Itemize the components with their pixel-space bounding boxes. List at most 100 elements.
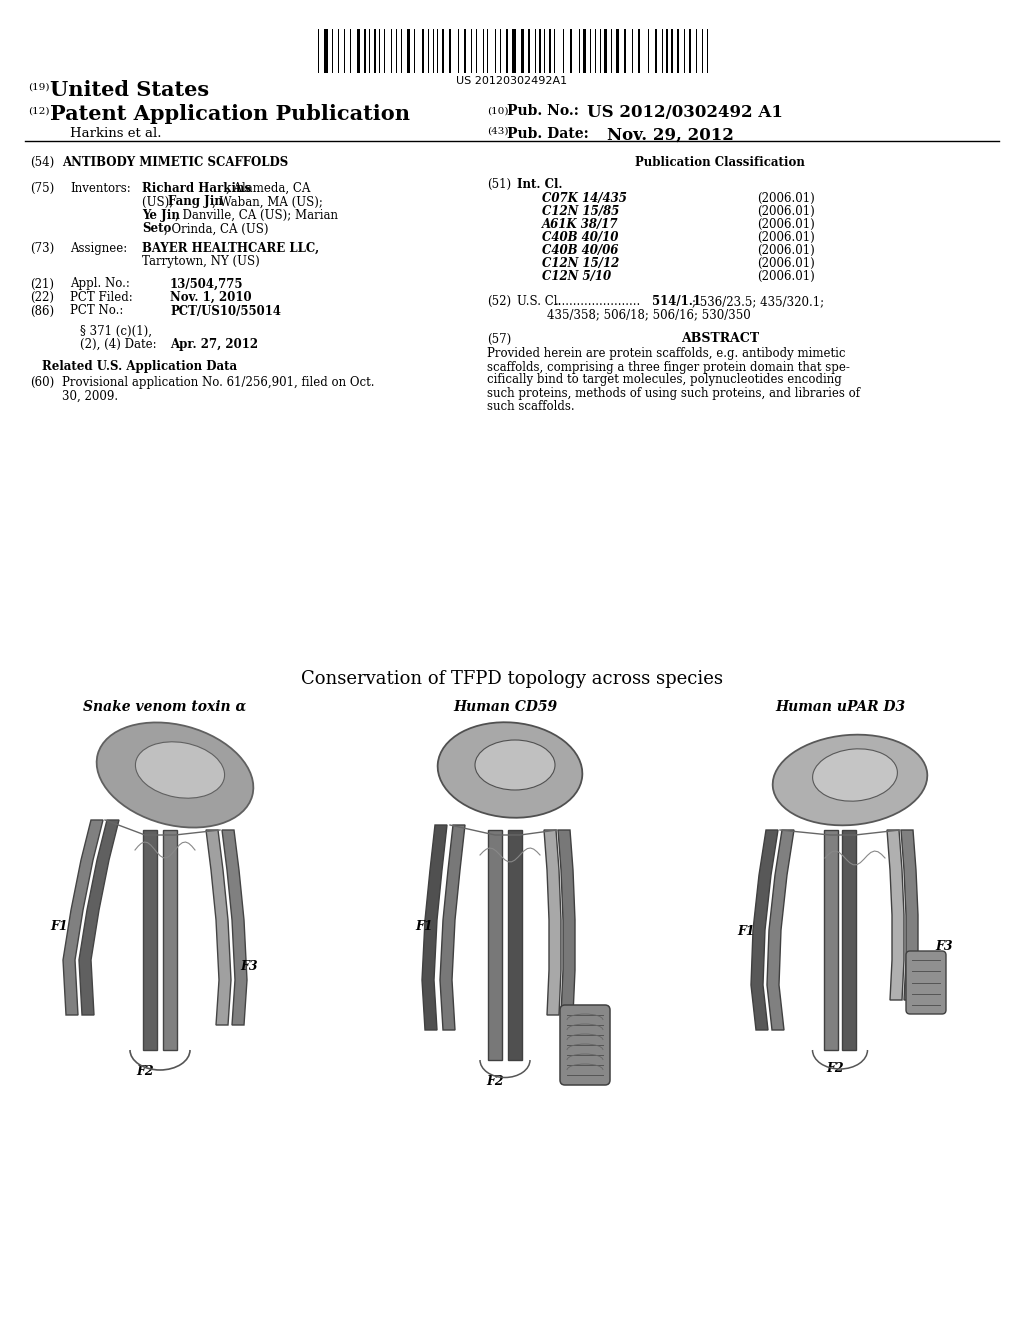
Text: Fang Jin: Fang Jin — [168, 195, 223, 209]
Bar — [422, 29, 424, 73]
Text: (10): (10) — [487, 107, 509, 116]
Text: Nov. 29, 2012: Nov. 29, 2012 — [607, 127, 734, 144]
Text: C12N 15/12: C12N 15/12 — [542, 257, 620, 271]
Text: (12): (12) — [28, 107, 49, 116]
Text: Tarrytown, NY (US): Tarrytown, NY (US) — [142, 256, 260, 268]
Ellipse shape — [475, 741, 555, 789]
Bar — [512, 29, 516, 73]
Bar — [442, 29, 444, 73]
Text: Ye Jin: Ye Jin — [142, 209, 180, 222]
FancyBboxPatch shape — [560, 1005, 610, 1085]
Polygon shape — [508, 830, 522, 1060]
Text: , Orinda, CA (US): , Orinda, CA (US) — [164, 223, 268, 235]
Text: ABSTRACT: ABSTRACT — [681, 333, 759, 346]
Text: Harkins et al.: Harkins et al. — [70, 127, 162, 140]
Text: (2006.01): (2006.01) — [757, 257, 815, 271]
Bar — [506, 29, 508, 73]
Text: Assignee:: Assignee: — [70, 242, 127, 255]
Text: F1: F1 — [415, 920, 432, 933]
Polygon shape — [222, 830, 247, 1026]
Polygon shape — [206, 830, 231, 1026]
Bar — [624, 29, 626, 73]
Text: Publication Classification: Publication Classification — [635, 156, 805, 169]
Text: PCT/US10/55014: PCT/US10/55014 — [170, 305, 281, 318]
Ellipse shape — [773, 735, 928, 825]
Text: Conservation of TFPD topology across species: Conservation of TFPD topology across spe… — [301, 671, 723, 688]
Text: (86): (86) — [30, 305, 54, 318]
Text: F3: F3 — [935, 940, 952, 953]
Polygon shape — [488, 830, 502, 1060]
Text: C07K 14/435: C07K 14/435 — [542, 191, 627, 205]
Polygon shape — [440, 825, 465, 1030]
Bar — [464, 29, 466, 73]
Text: such proteins, methods of using such proteins, and libraries of: such proteins, methods of using such pro… — [487, 387, 860, 400]
Bar — [638, 29, 640, 73]
Text: (2006.01): (2006.01) — [757, 271, 815, 282]
Bar — [357, 29, 360, 73]
Text: C12N 15/85: C12N 15/85 — [542, 205, 620, 218]
Text: (22): (22) — [30, 290, 54, 304]
Ellipse shape — [135, 742, 224, 799]
Text: , Danville, CA (US); Marian: , Danville, CA (US); Marian — [175, 209, 338, 222]
Text: cifically bind to target molecules, polynucleotides encoding: cifically bind to target molecules, poly… — [487, 374, 842, 387]
Bar — [677, 29, 679, 73]
Text: F2: F2 — [826, 1063, 844, 1074]
Polygon shape — [63, 820, 103, 1015]
Text: US 2012/0302492 A1: US 2012/0302492 A1 — [587, 104, 783, 121]
Text: (75): (75) — [30, 182, 54, 195]
Text: US 20120302492A1: US 20120302492A1 — [457, 77, 567, 86]
Polygon shape — [143, 830, 157, 1049]
Polygon shape — [887, 830, 904, 1001]
Bar — [528, 29, 530, 73]
Bar — [539, 29, 541, 73]
Bar — [583, 29, 586, 73]
Polygon shape — [824, 830, 838, 1049]
Bar — [616, 29, 618, 73]
Text: scaffolds, comprising a three finger protein domain that spe-: scaffolds, comprising a three finger pro… — [487, 360, 850, 374]
Text: F2: F2 — [486, 1074, 504, 1088]
Bar — [666, 29, 668, 73]
Polygon shape — [751, 830, 778, 1030]
Polygon shape — [544, 830, 561, 1015]
Bar — [521, 29, 524, 73]
Text: (2006.01): (2006.01) — [757, 244, 815, 257]
Polygon shape — [901, 830, 918, 1001]
Text: ; 536/23.5; 435/320.1;: ; 536/23.5; 435/320.1; — [692, 294, 824, 308]
Text: , Waban, MA (US);: , Waban, MA (US); — [212, 195, 323, 209]
Bar — [449, 29, 451, 73]
Bar — [364, 29, 366, 73]
Polygon shape — [558, 830, 575, 1015]
Text: Provisional application No. 61/256,901, filed on Oct.: Provisional application No. 61/256,901, … — [62, 376, 375, 389]
Text: Snake venom toxin α: Snake venom toxin α — [83, 700, 247, 714]
Text: (52): (52) — [487, 294, 511, 308]
Polygon shape — [767, 830, 794, 1030]
Text: .......................: ....................... — [555, 294, 641, 308]
Text: Inventors:: Inventors: — [70, 182, 131, 195]
Polygon shape — [163, 830, 177, 1049]
Text: Richard Harkins: Richard Harkins — [142, 182, 251, 195]
Text: BAYER HEALTHCARE LLC,: BAYER HEALTHCARE LLC, — [142, 242, 319, 255]
Text: PCT Filed:: PCT Filed: — [70, 290, 133, 304]
Bar — [671, 29, 673, 73]
Text: F1: F1 — [737, 925, 755, 939]
Text: F3: F3 — [567, 1071, 585, 1082]
Bar — [324, 29, 328, 73]
Polygon shape — [422, 825, 447, 1030]
Text: Human uPAR D3: Human uPAR D3 — [775, 700, 905, 714]
Ellipse shape — [437, 722, 583, 817]
Text: (21): (21) — [30, 277, 54, 290]
Text: (51): (51) — [487, 178, 511, 191]
Text: (73): (73) — [30, 242, 54, 255]
Text: (US);: (US); — [142, 195, 177, 209]
Text: 30, 2009.: 30, 2009. — [62, 389, 118, 403]
Text: United States: United States — [50, 81, 209, 100]
Text: F2: F2 — [136, 1065, 154, 1078]
Text: (2006.01): (2006.01) — [757, 218, 815, 231]
Text: Pub. No.:: Pub. No.: — [507, 104, 579, 117]
Text: (57): (57) — [487, 333, 511, 346]
Text: , Alameda, CA: , Alameda, CA — [226, 182, 310, 195]
Bar — [689, 29, 691, 73]
Text: C12N 5/10: C12N 5/10 — [542, 271, 611, 282]
Text: C40B 40/10: C40B 40/10 — [542, 231, 618, 244]
Text: such scaffolds.: such scaffolds. — [487, 400, 574, 412]
